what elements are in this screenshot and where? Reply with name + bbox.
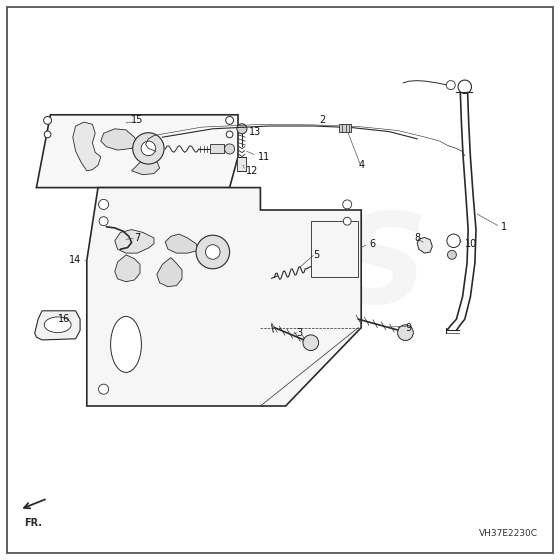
Text: 7: 7 bbox=[134, 233, 141, 243]
Text: 12: 12 bbox=[246, 166, 259, 176]
Bar bbox=[210, 144, 224, 153]
Circle shape bbox=[458, 80, 472, 94]
Polygon shape bbox=[417, 237, 432, 253]
Text: 1: 1 bbox=[501, 222, 507, 232]
Text: 9: 9 bbox=[406, 323, 412, 333]
Circle shape bbox=[398, 325, 413, 340]
Text: 4: 4 bbox=[358, 160, 364, 170]
Polygon shape bbox=[73, 122, 101, 171]
Circle shape bbox=[99, 199, 109, 209]
Bar bbox=[311, 221, 358, 277]
Circle shape bbox=[196, 235, 230, 269]
Text: 3: 3 bbox=[297, 328, 302, 338]
Circle shape bbox=[446, 81, 455, 90]
Text: 2: 2 bbox=[319, 115, 325, 125]
Bar bbox=[339, 124, 351, 132]
Circle shape bbox=[99, 217, 108, 226]
Circle shape bbox=[133, 133, 164, 164]
Text: FR.: FR. bbox=[25, 518, 43, 528]
Circle shape bbox=[141, 141, 156, 156]
Circle shape bbox=[44, 131, 51, 138]
Circle shape bbox=[225, 144, 235, 154]
Polygon shape bbox=[35, 311, 80, 340]
Text: VH37E2230C: VH37E2230C bbox=[479, 529, 538, 538]
Text: 11: 11 bbox=[258, 152, 270, 162]
Circle shape bbox=[99, 384, 109, 394]
Circle shape bbox=[447, 234, 460, 248]
Circle shape bbox=[226, 116, 234, 124]
Text: GHS: GHS bbox=[132, 208, 428, 329]
Polygon shape bbox=[101, 129, 137, 150]
Text: 5: 5 bbox=[313, 250, 320, 260]
Text: 6: 6 bbox=[370, 239, 376, 249]
Text: 8: 8 bbox=[414, 233, 420, 243]
Circle shape bbox=[206, 245, 220, 259]
Polygon shape bbox=[87, 188, 361, 406]
Polygon shape bbox=[132, 158, 160, 175]
Text: 13: 13 bbox=[249, 127, 262, 137]
Circle shape bbox=[237, 124, 247, 134]
Polygon shape bbox=[115, 230, 154, 253]
Polygon shape bbox=[36, 115, 238, 188]
Bar bbox=[237, 157, 246, 171]
Text: 14: 14 bbox=[69, 255, 81, 265]
Ellipse shape bbox=[44, 317, 71, 333]
Ellipse shape bbox=[111, 316, 142, 372]
Polygon shape bbox=[165, 234, 199, 253]
Text: 10: 10 bbox=[465, 239, 477, 249]
Circle shape bbox=[303, 335, 319, 351]
Circle shape bbox=[343, 200, 352, 209]
Circle shape bbox=[226, 131, 233, 138]
Text: 15: 15 bbox=[131, 115, 143, 125]
Polygon shape bbox=[115, 255, 140, 282]
Text: 16: 16 bbox=[58, 314, 71, 324]
Circle shape bbox=[343, 217, 351, 225]
Circle shape bbox=[447, 250, 456, 259]
Circle shape bbox=[44, 116, 52, 124]
Polygon shape bbox=[157, 258, 182, 287]
